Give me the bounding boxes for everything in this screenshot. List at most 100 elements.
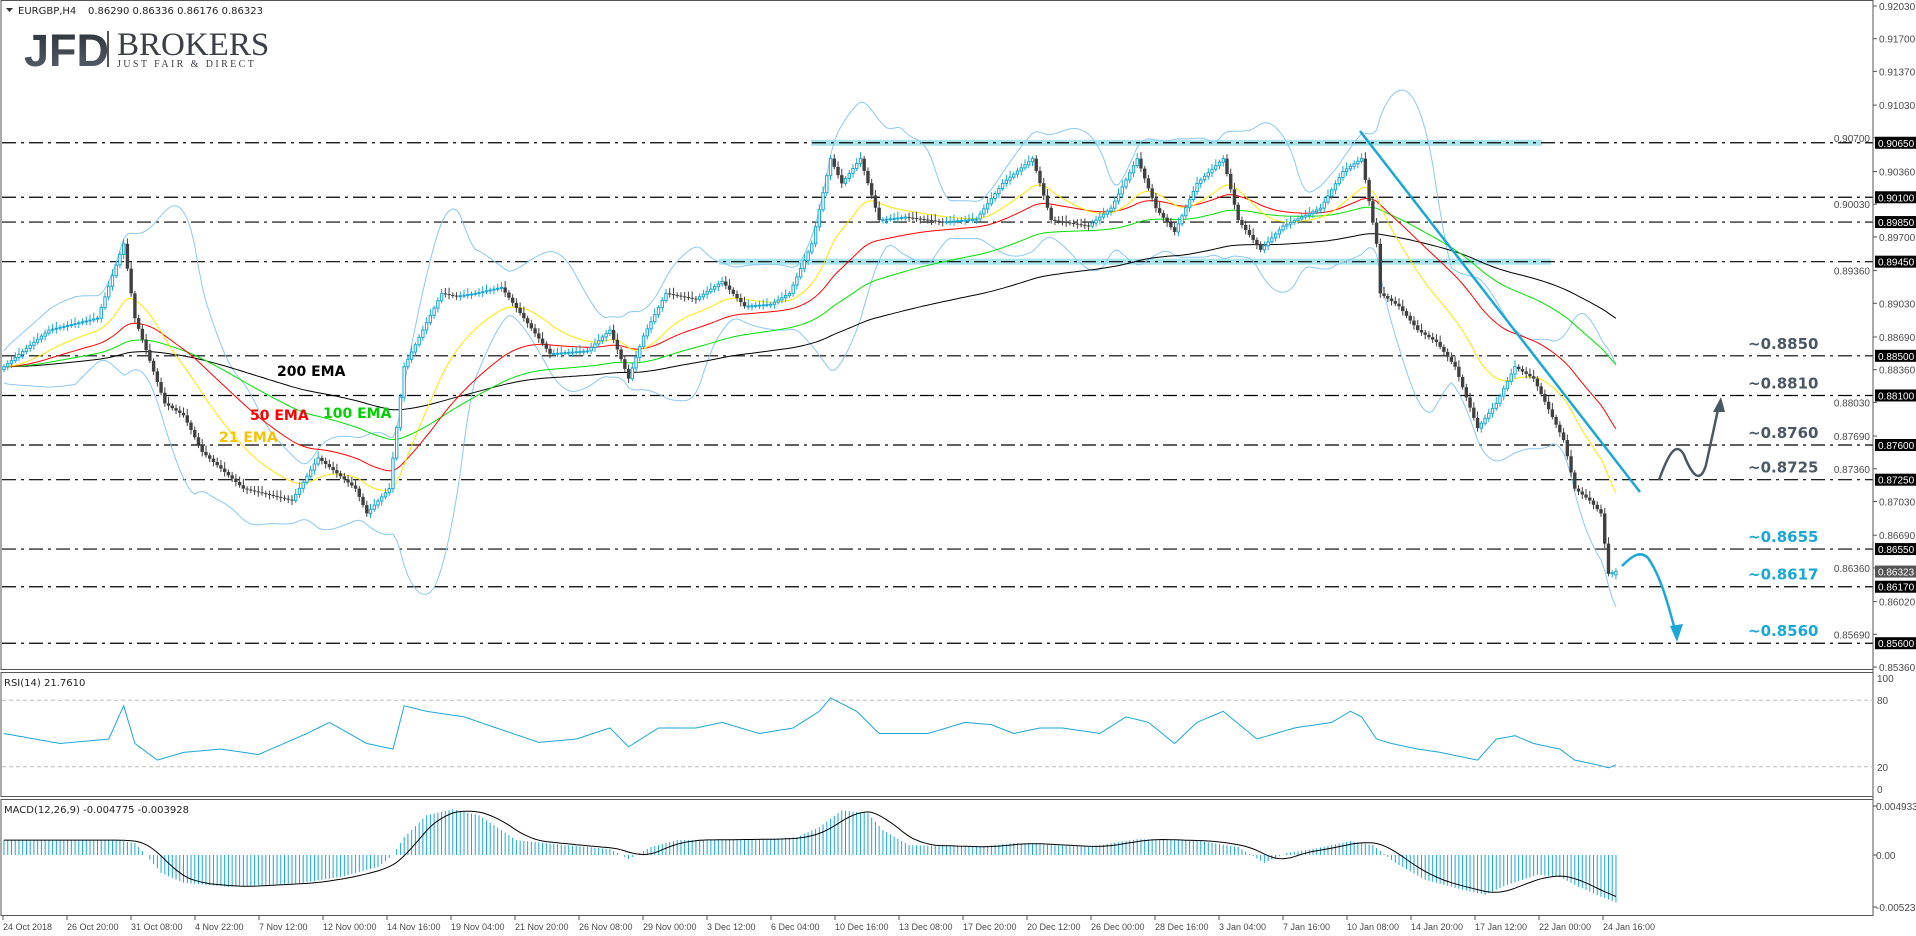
candle [372, 498, 376, 512]
candle-body [1210, 168, 1214, 174]
time-tick-label: 6 Dec 04:00 [771, 922, 820, 932]
candle [858, 152, 863, 168]
level-annotation: ~0.8760 [1748, 424, 1818, 442]
candle-body [421, 329, 425, 338]
candle-body [1262, 245, 1267, 251]
candle [294, 488, 298, 503]
ohlc-readout: 0.86290 0.86336 0.86176 0.86323 [88, 6, 263, 17]
candle [424, 317, 429, 335]
price-axis: 0.92030 0.91700 0.91370 0.91030 0.90700 0.903… [1834, 0, 1916, 916]
candle [35, 332, 40, 345]
candle [952, 214, 956, 226]
candle [884, 215, 889, 225]
candle-body [600, 336, 605, 341]
candle [1367, 177, 1371, 206]
candle-body [1412, 320, 1416, 326]
time-tick-label: 4 Nov 22:00 [195, 922, 244, 932]
candle-body [813, 226, 818, 245]
candle [802, 253, 807, 273]
candle [447, 287, 451, 300]
candle [518, 302, 522, 316]
candle-body [342, 476, 347, 480]
price-tick-label: 0.91030 [1879, 101, 1916, 112]
candle [668, 287, 672, 298]
candle [1599, 504, 1603, 517]
candle [1535, 376, 1540, 391]
candle-body [1584, 494, 1588, 498]
candle [843, 175, 848, 186]
candle [196, 432, 201, 449]
candle-body [1457, 366, 1461, 377]
candle [488, 287, 492, 295]
candle [32, 336, 36, 350]
candle [638, 344, 642, 362]
candle-body [1393, 301, 1397, 304]
candle [80, 318, 85, 326]
price-tick-label: 0.85690 [1834, 630, 1871, 641]
candle-body [391, 457, 395, 490]
candle [357, 486, 361, 502]
candle [267, 490, 272, 500]
candle-body [1479, 422, 1483, 429]
candle-body [252, 490, 257, 492]
candle [1341, 166, 1345, 182]
candle [1180, 213, 1184, 227]
logo-divider [107, 31, 109, 67]
candle [114, 262, 118, 279]
candle [6, 360, 10, 371]
candle [1210, 163, 1214, 178]
candle-body [398, 396, 403, 429]
candle-body [1068, 222, 1072, 224]
candle [1603, 507, 1607, 549]
candle [798, 263, 803, 280]
level-price-tag [1875, 580, 1916, 593]
candle [589, 342, 593, 355]
candle [1524, 367, 1528, 379]
candle-body [798, 268, 803, 278]
candle-body [795, 276, 799, 286]
candle-body [552, 353, 556, 356]
candle [1442, 344, 1446, 356]
candle [1258, 241, 1263, 253]
candle-body [709, 288, 713, 293]
candle-body [1404, 311, 1409, 316]
candle [582, 348, 586, 356]
candle-body [727, 285, 732, 290]
candle-body [237, 481, 242, 486]
candle [1337, 173, 1341, 187]
candle-body [1599, 509, 1603, 514]
candle-body [941, 221, 945, 223]
candle-body [50, 328, 55, 331]
candle-body [1603, 513, 1607, 544]
candle-body [1187, 199, 1192, 209]
candle-body [499, 286, 504, 289]
candle [1315, 206, 1319, 215]
candle [417, 333, 421, 348]
candle [1460, 374, 1465, 390]
candle [204, 445, 208, 458]
candle-body [1378, 243, 1383, 294]
rsi-axis-label: 100 [1877, 674, 1894, 685]
candle-body [1150, 188, 1154, 199]
candle [1472, 402, 1476, 421]
candle-body [1401, 306, 1405, 312]
candle-body [1472, 407, 1476, 418]
candle-body [144, 339, 148, 351]
candle [327, 459, 332, 470]
candle-body [705, 291, 709, 295]
collapse-triangle-icon[interactable] [6, 8, 13, 12]
candle [69, 319, 74, 328]
candle [1591, 498, 1596, 510]
candle [402, 362, 406, 402]
candle-body [540, 338, 545, 344]
candle-body [417, 336, 421, 346]
candle-body [507, 292, 511, 298]
candle-body [222, 468, 227, 472]
candle [391, 451, 395, 494]
candle [13, 352, 17, 364]
candle [765, 298, 769, 308]
candle [260, 485, 264, 496]
candle [1086, 222, 1091, 231]
candle [877, 201, 881, 223]
